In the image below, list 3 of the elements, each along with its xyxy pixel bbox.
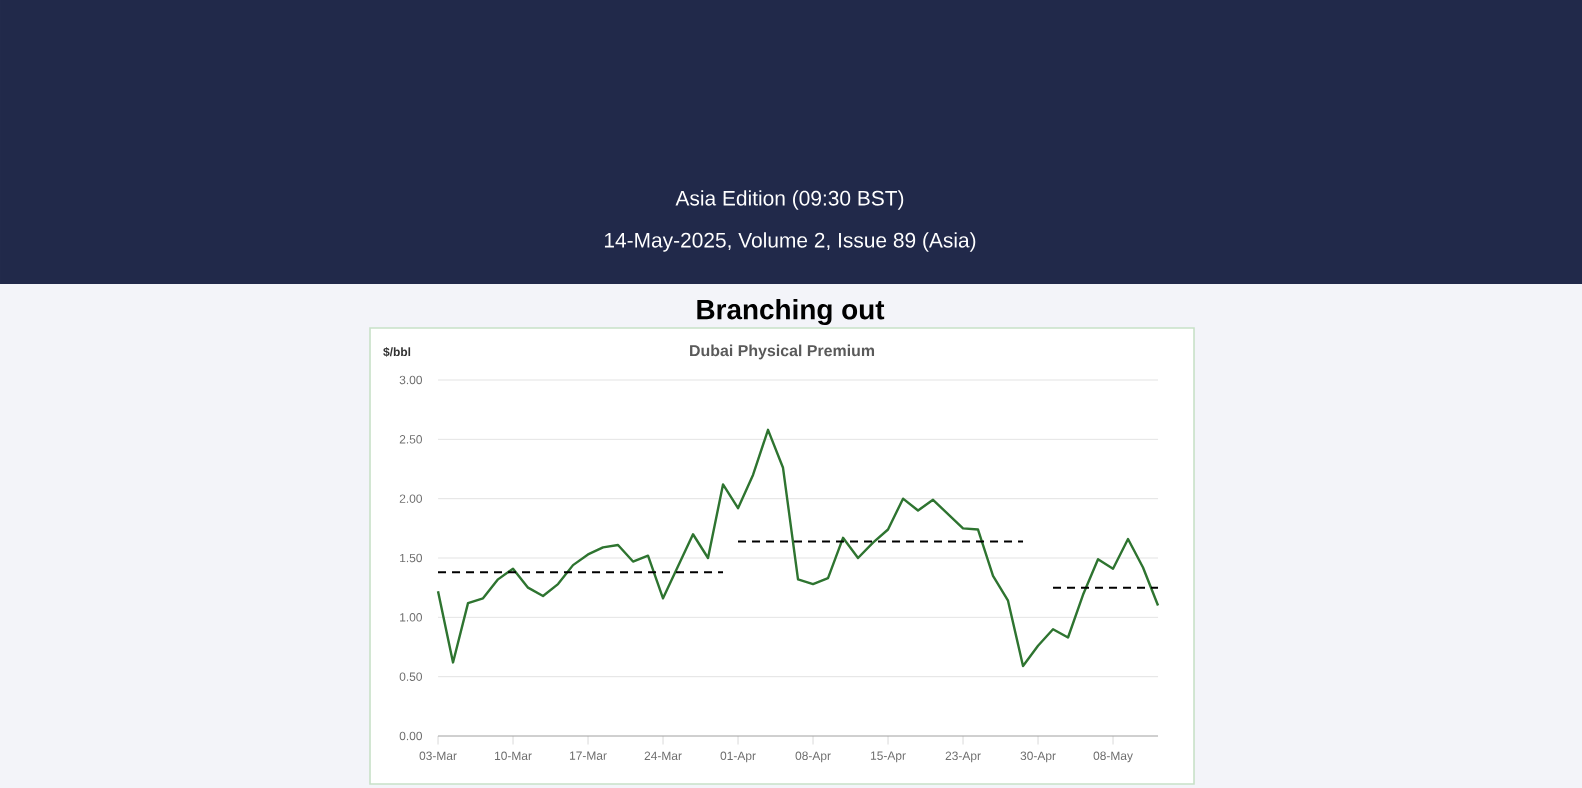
chart-title: Branching out xyxy=(697,298,885,326)
text: Asia Edition (09:30 BST) xyxy=(675,190,904,210)
text: 14-May-2025, Volume 2, Issue 89 (Asia) xyxy=(604,232,976,252)
